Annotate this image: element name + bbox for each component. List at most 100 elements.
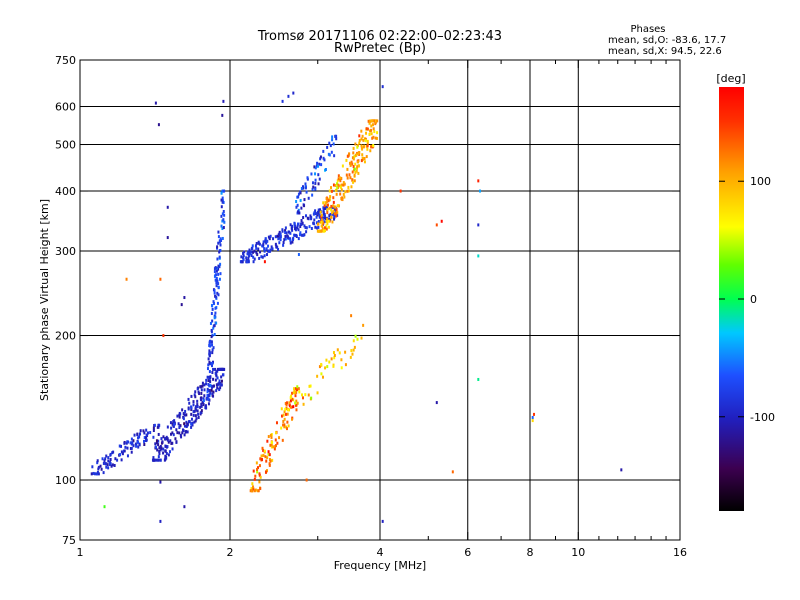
data-point — [344, 363, 347, 367]
data-point — [329, 208, 332, 212]
data-point — [296, 387, 299, 391]
data-point — [162, 447, 165, 451]
data-point — [381, 85, 384, 89]
data-point — [341, 198, 344, 202]
data-point — [105, 454, 108, 458]
data-point — [328, 206, 331, 210]
data-point — [223, 220, 226, 224]
data-point — [298, 211, 301, 215]
data-point — [201, 384, 204, 388]
data-point — [213, 270, 216, 274]
data-point — [274, 235, 277, 239]
data-point — [351, 178, 354, 182]
data-point — [357, 171, 360, 175]
data-point — [281, 99, 284, 103]
data-point — [303, 198, 306, 202]
data-point — [109, 458, 112, 462]
data-point — [124, 445, 127, 449]
data-point — [620, 468, 623, 472]
data-point — [274, 438, 277, 442]
data-point — [263, 254, 266, 258]
data-point — [331, 211, 334, 215]
data-point — [366, 127, 369, 131]
data-point — [259, 475, 262, 479]
stats-o-mode: mean, sd,O: -83.6, 17.7 — [608, 35, 726, 46]
data-point — [267, 452, 270, 456]
data-point — [301, 221, 304, 225]
data-point — [307, 393, 310, 397]
data-point — [204, 404, 207, 408]
data-point — [205, 406, 208, 410]
chart-title: Tromsø 20171106 02:22:00–02:23:43 — [257, 29, 502, 44]
data-point — [153, 423, 156, 427]
data-point — [326, 222, 329, 226]
data-point — [263, 247, 266, 251]
data-point — [145, 428, 148, 432]
data-point — [451, 470, 454, 474]
data-point — [105, 465, 108, 469]
y-tick-label: 200 — [55, 330, 76, 343]
data-point — [211, 319, 214, 323]
data-point — [328, 141, 331, 145]
data-point — [152, 435, 155, 439]
data-point — [134, 442, 137, 446]
data-point — [242, 258, 245, 262]
data-point — [352, 165, 355, 169]
data-point — [286, 401, 289, 405]
data-point — [311, 193, 314, 197]
data-point — [217, 267, 220, 271]
data-point — [178, 413, 181, 417]
data-point — [337, 204, 340, 208]
data-point — [167, 440, 170, 444]
data-point — [258, 473, 261, 477]
data-point — [269, 459, 272, 463]
data-point — [317, 229, 320, 233]
data-point — [170, 432, 173, 436]
data-point — [259, 250, 262, 254]
data-point — [305, 226, 308, 230]
data-point — [210, 361, 213, 365]
data-point — [216, 367, 219, 371]
data-point — [326, 199, 329, 203]
data-point — [220, 205, 223, 209]
data-point — [309, 214, 312, 218]
data-point — [216, 301, 219, 305]
data-point — [211, 307, 214, 311]
data-point — [212, 326, 215, 330]
data-point — [130, 450, 133, 454]
data-point — [194, 395, 197, 399]
y-tick-label: 500 — [55, 139, 76, 152]
data-point — [374, 119, 377, 123]
data-point — [247, 256, 250, 260]
data-point — [272, 445, 275, 449]
data-point — [321, 215, 324, 219]
data-point — [346, 176, 349, 180]
data-point — [212, 390, 215, 394]
data-point — [158, 423, 161, 427]
data-point — [159, 444, 162, 448]
data-point — [139, 432, 142, 436]
data-point — [251, 482, 254, 486]
data-point — [374, 136, 377, 140]
data-point — [326, 365, 329, 369]
data-point — [166, 445, 169, 449]
data-point — [317, 219, 320, 223]
data-point — [174, 437, 177, 441]
data-point — [277, 247, 280, 251]
data-point — [215, 373, 218, 377]
data-point — [216, 376, 219, 380]
data-point — [260, 255, 263, 259]
data-point — [327, 225, 330, 229]
data-point — [207, 357, 210, 361]
data-point — [137, 445, 140, 449]
data-point — [206, 394, 209, 398]
data-point — [118, 444, 121, 448]
data-point — [352, 151, 355, 155]
data-point — [331, 138, 334, 142]
data-point — [262, 242, 265, 246]
data-point — [132, 444, 135, 448]
data-point — [275, 421, 278, 425]
data-point — [221, 196, 224, 200]
data-point — [352, 348, 355, 352]
data-point — [320, 215, 323, 219]
